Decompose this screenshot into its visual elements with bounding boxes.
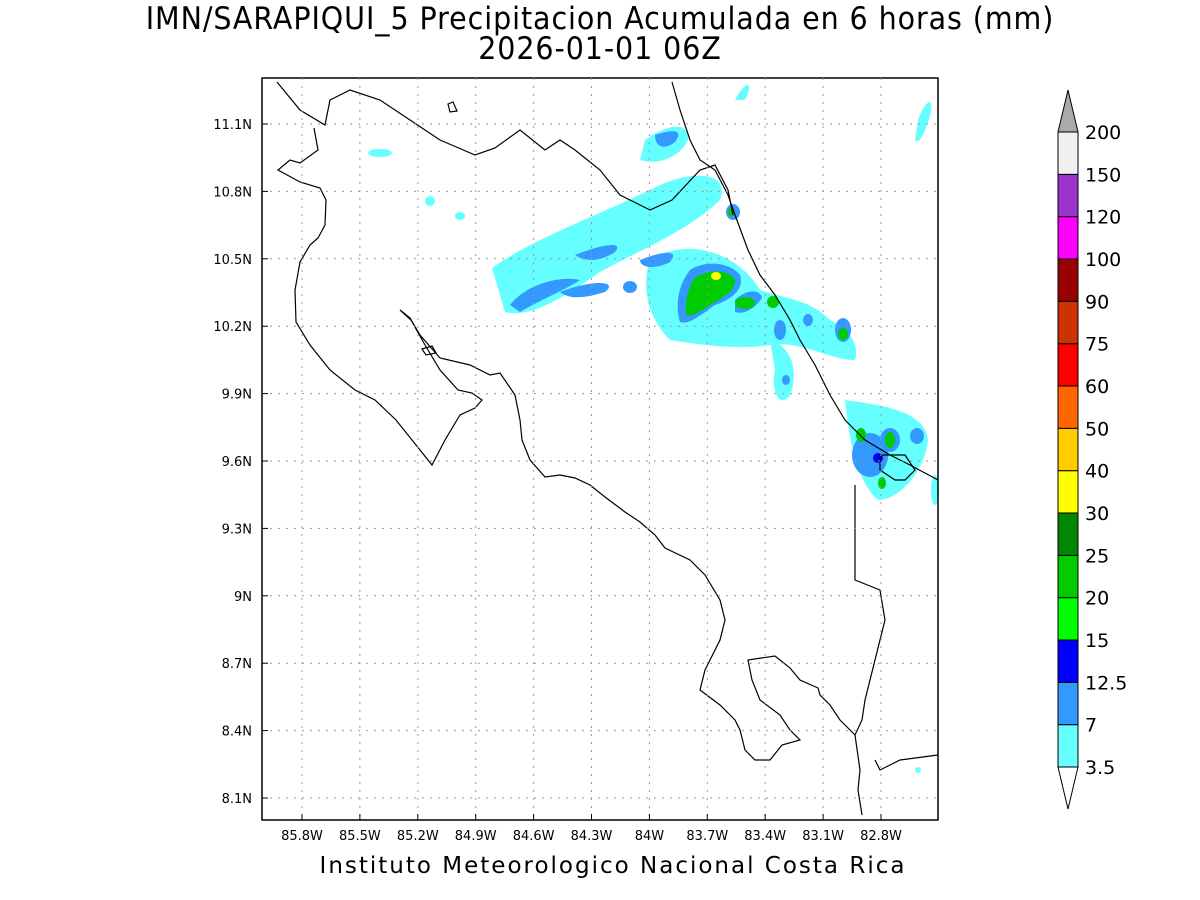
bocas-del-toro (879, 454, 916, 481)
colorbar-segment (1057, 173, 1079, 218)
lat-tick-label: 8.7N (222, 657, 252, 672)
chart-subtitle-datetime: 2026-01-01 06Z (478, 31, 722, 67)
plot-frame (261, 77, 939, 821)
colorbar-label: 40 (1085, 461, 1109, 483)
colorbar-segment (1057, 131, 1079, 175)
lon-tick-label: 84.9W (455, 829, 497, 844)
colorbar-label: 100 (1085, 249, 1121, 271)
lat-tick-label: 8.4N (222, 725, 252, 740)
lat-tick-label: 8.1N (222, 792, 252, 807)
colorbar-min-arrow (1057, 766, 1079, 810)
lat-tick-label: 11.1N (213, 118, 252, 133)
precip-core-green (685, 271, 735, 316)
lat-tick-label: 9N (234, 590, 252, 605)
lat-tick-label: 10.2N (213, 320, 252, 335)
colorbar-max-arrow (1057, 89, 1079, 133)
caribbean-coast (671, 81, 939, 481)
lon-tick-label: 84W (635, 829, 665, 844)
colorbar-segment (1057, 597, 1079, 641)
colorbar-label: 3.5 (1085, 757, 1115, 779)
lon-tick-label: 82.8W (860, 829, 902, 844)
colorbar-label: 25 (1085, 545, 1109, 567)
lon-tick-label: 83.7W (686, 829, 728, 844)
colorbar-label: 30 (1085, 503, 1109, 525)
precip-band-coast (770, 340, 794, 401)
precip-shading (368, 85, 939, 773)
panama-coast (874, 754, 939, 771)
lon-tick-label: 85.2W (397, 829, 439, 844)
precip-spot-ne (735, 85, 750, 100)
colorbar-segment (1057, 554, 1079, 599)
lake-nicaragua-islet (447, 101, 458, 113)
colorbar-segment (1057, 427, 1079, 472)
colorbar-segment (1057, 639, 1079, 683)
lat-tick-label: 10.8N (213, 185, 252, 200)
footer-institution: Instituto Meteorologico Nacional Costa R… (319, 853, 907, 879)
colorbar-label: 75 (1085, 334, 1109, 356)
nicoya-islands (421, 345, 437, 356)
chart-title: IMN/SARAPIQUI_5 Precipitacion Acumulada … (145, 1, 1055, 37)
lon-tick-label: 84.6W (513, 829, 555, 844)
colorbar-label: 150 (1085, 164, 1121, 186)
colorbar-segment (1057, 343, 1079, 387)
colorbar-label: 120 (1085, 207, 1121, 229)
colorbar-segment (1057, 470, 1079, 514)
precip-band-main (492, 175, 722, 314)
lon-tick-label: 83.4W (744, 829, 786, 844)
colorbar-label: 200 (1085, 122, 1121, 144)
pacific-coast-north (276, 127, 863, 816)
lat-tick-label: 9.3N (222, 522, 252, 537)
panama-border (854, 485, 886, 736)
colorbar: 3.5 7 12.5 15 20 25 30 40 50 60 75 90 100 120 150 200 (1057, 89, 1127, 810)
axis-ticks: 85.8W 85.5W 85.2W 84.9W 84.6W 84.3W 84W 83.7W 83… (213, 118, 902, 844)
colorbar-label: 50 (1085, 418, 1109, 440)
lon-tick-label: 83.1W (802, 829, 844, 844)
gridlines (262, 78, 938, 820)
lon-tick-label: 85.5W (339, 829, 381, 844)
colorbar-segment (1057, 258, 1079, 302)
lat-tick-label: 9.9N (222, 388, 252, 403)
coastlines (276, 81, 939, 816)
lat-tick-label: 10.5N (213, 253, 252, 268)
colorbar-segment (1057, 300, 1079, 345)
lon-tick-label: 85.8W (281, 829, 323, 844)
colorbar-label: 15 (1085, 630, 1109, 652)
colorbar-segment (1057, 724, 1079, 768)
colorbar-segment (1057, 681, 1079, 726)
colorbar-label: 20 (1085, 588, 1109, 610)
lon-tick-label: 84.3W (571, 829, 613, 844)
lat-tick-label: 9.6N (222, 455, 252, 470)
colorbar-segment (1057, 512, 1079, 556)
colorbar-label: 7 (1085, 715, 1097, 737)
colorbar-segment (1057, 216, 1079, 260)
precip-spot-far-ne (915, 102, 932, 142)
nicaragua-border (276, 81, 734, 216)
colorbar-segment (1057, 385, 1079, 429)
colorbar-label: 90 (1085, 291, 1109, 313)
colorbar-label: 12.5 (1085, 672, 1127, 694)
colorbar-label: 60 (1085, 376, 1109, 398)
